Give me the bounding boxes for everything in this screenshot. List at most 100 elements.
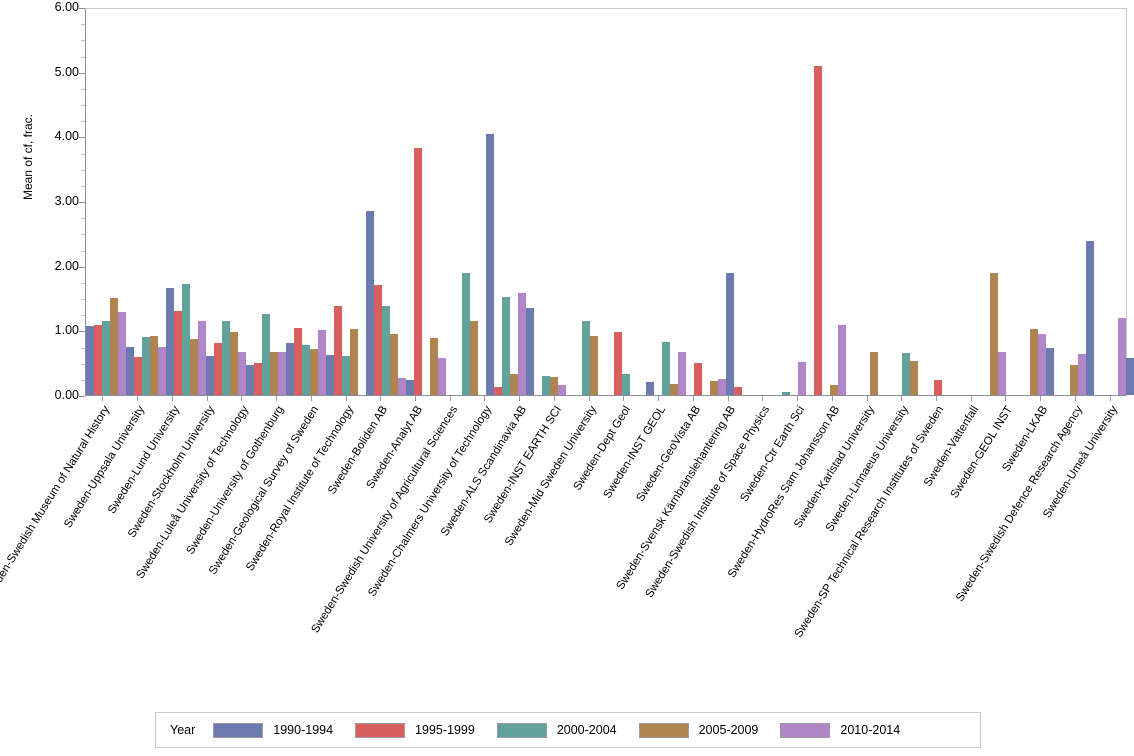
bar[interactable] — [302, 344, 310, 395]
bar[interactable] — [310, 349, 318, 395]
bar[interactable] — [1118, 318, 1126, 395]
bar[interactable] — [278, 352, 286, 395]
bar-group — [166, 9, 206, 395]
bar[interactable] — [718, 378, 726, 395]
bar[interactable] — [662, 341, 670, 395]
bar[interactable] — [798, 362, 806, 395]
bar[interactable] — [190, 338, 198, 395]
legend-item[interactable]: 1995-1999 — [355, 722, 475, 738]
bar[interactable] — [902, 352, 910, 395]
bar[interactable] — [262, 314, 270, 395]
bar-group — [286, 9, 326, 395]
bar[interactable] — [934, 380, 942, 395]
bar[interactable] — [470, 321, 478, 395]
bar[interactable] — [430, 338, 438, 395]
bar[interactable] — [830, 385, 838, 395]
bar[interactable] — [406, 380, 414, 395]
bar[interactable] — [438, 357, 446, 395]
legend-item[interactable]: 2005-2009 — [638, 722, 758, 738]
bar[interactable] — [150, 335, 158, 395]
bar[interactable] — [142, 337, 150, 395]
bar[interactable] — [94, 325, 102, 395]
bar[interactable] — [694, 362, 702, 395]
bar[interactable] — [398, 377, 406, 395]
bar[interactable] — [382, 305, 390, 395]
y-tick-label: 2.00 — [54, 258, 79, 273]
legend-item[interactable]: 1990-1994 — [213, 722, 333, 738]
bar[interactable] — [270, 352, 278, 395]
y-minor-tick — [81, 315, 85, 317]
bar[interactable] — [726, 273, 734, 395]
bar[interactable] — [998, 351, 1006, 395]
bar[interactable] — [1078, 354, 1086, 395]
bar[interactable] — [334, 306, 342, 395]
bar[interactable] — [350, 329, 358, 395]
bar[interactable] — [158, 347, 166, 395]
bar[interactable] — [246, 364, 254, 395]
bar[interactable] — [542, 375, 550, 395]
bar[interactable] — [414, 147, 422, 395]
bar[interactable] — [590, 335, 598, 395]
bar[interactable] — [374, 285, 382, 395]
bar[interactable] — [558, 385, 566, 395]
bar[interactable] — [366, 210, 374, 395]
bar[interactable] — [486, 134, 494, 395]
bar[interactable] — [294, 328, 302, 395]
bar[interactable] — [550, 376, 558, 395]
bar[interactable] — [1038, 333, 1046, 395]
bar[interactable] — [838, 324, 846, 395]
legend-item[interactable]: 2010-2014 — [780, 722, 900, 738]
bar[interactable] — [230, 332, 238, 395]
bar[interactable] — [1070, 364, 1078, 395]
bar[interactable] — [990, 273, 998, 395]
bar[interactable] — [646, 382, 654, 395]
bar[interactable] — [502, 297, 510, 395]
bar[interactable] — [134, 356, 142, 395]
bar[interactable] — [166, 288, 174, 395]
bar[interactable] — [814, 65, 822, 395]
bar[interactable] — [670, 384, 678, 395]
bar[interactable] — [238, 352, 246, 395]
bar[interactable] — [390, 334, 398, 395]
bar[interactable] — [870, 351, 878, 395]
bar[interactable] — [582, 320, 590, 395]
y-minor-tick — [81, 379, 85, 381]
legend-item[interactable]: 2000-2004 — [496, 722, 617, 738]
y-minor-tick — [81, 153, 85, 155]
bar[interactable] — [462, 273, 470, 395]
y-minor-tick — [81, 88, 85, 90]
bar[interactable] — [206, 356, 214, 395]
bar[interactable] — [710, 381, 718, 395]
y-minor-tick — [81, 218, 85, 220]
bar[interactable] — [214, 343, 222, 395]
bar[interactable] — [182, 283, 190, 395]
bar[interactable] — [254, 362, 262, 395]
bar[interactable] — [286, 343, 294, 395]
bar[interactable] — [1030, 329, 1038, 395]
bar[interactable] — [198, 321, 206, 395]
bar[interactable] — [1046, 348, 1054, 395]
bar[interactable] — [174, 310, 182, 395]
bar[interactable] — [910, 360, 918, 395]
bar[interactable] — [622, 374, 630, 395]
bar[interactable] — [126, 347, 134, 395]
bar[interactable] — [326, 354, 334, 395]
x-tick-mark — [519, 396, 521, 401]
bar[interactable] — [222, 321, 230, 395]
bar[interactable] — [614, 331, 622, 395]
bar[interactable] — [1086, 241, 1094, 395]
bar[interactable] — [86, 325, 94, 395]
bar[interactable] — [526, 308, 534, 395]
bar[interactable] — [110, 298, 118, 395]
bar[interactable] — [678, 352, 686, 395]
bar[interactable] — [518, 292, 526, 395]
bar[interactable] — [342, 356, 350, 395]
bar-group — [806, 9, 846, 395]
bar[interactable] — [494, 386, 502, 395]
bar[interactable] — [118, 311, 126, 395]
bar[interactable] — [102, 321, 110, 395]
bar[interactable] — [318, 330, 326, 395]
bar[interactable] — [782, 391, 790, 395]
bar[interactable] — [510, 373, 518, 395]
bar[interactable] — [734, 387, 742, 395]
